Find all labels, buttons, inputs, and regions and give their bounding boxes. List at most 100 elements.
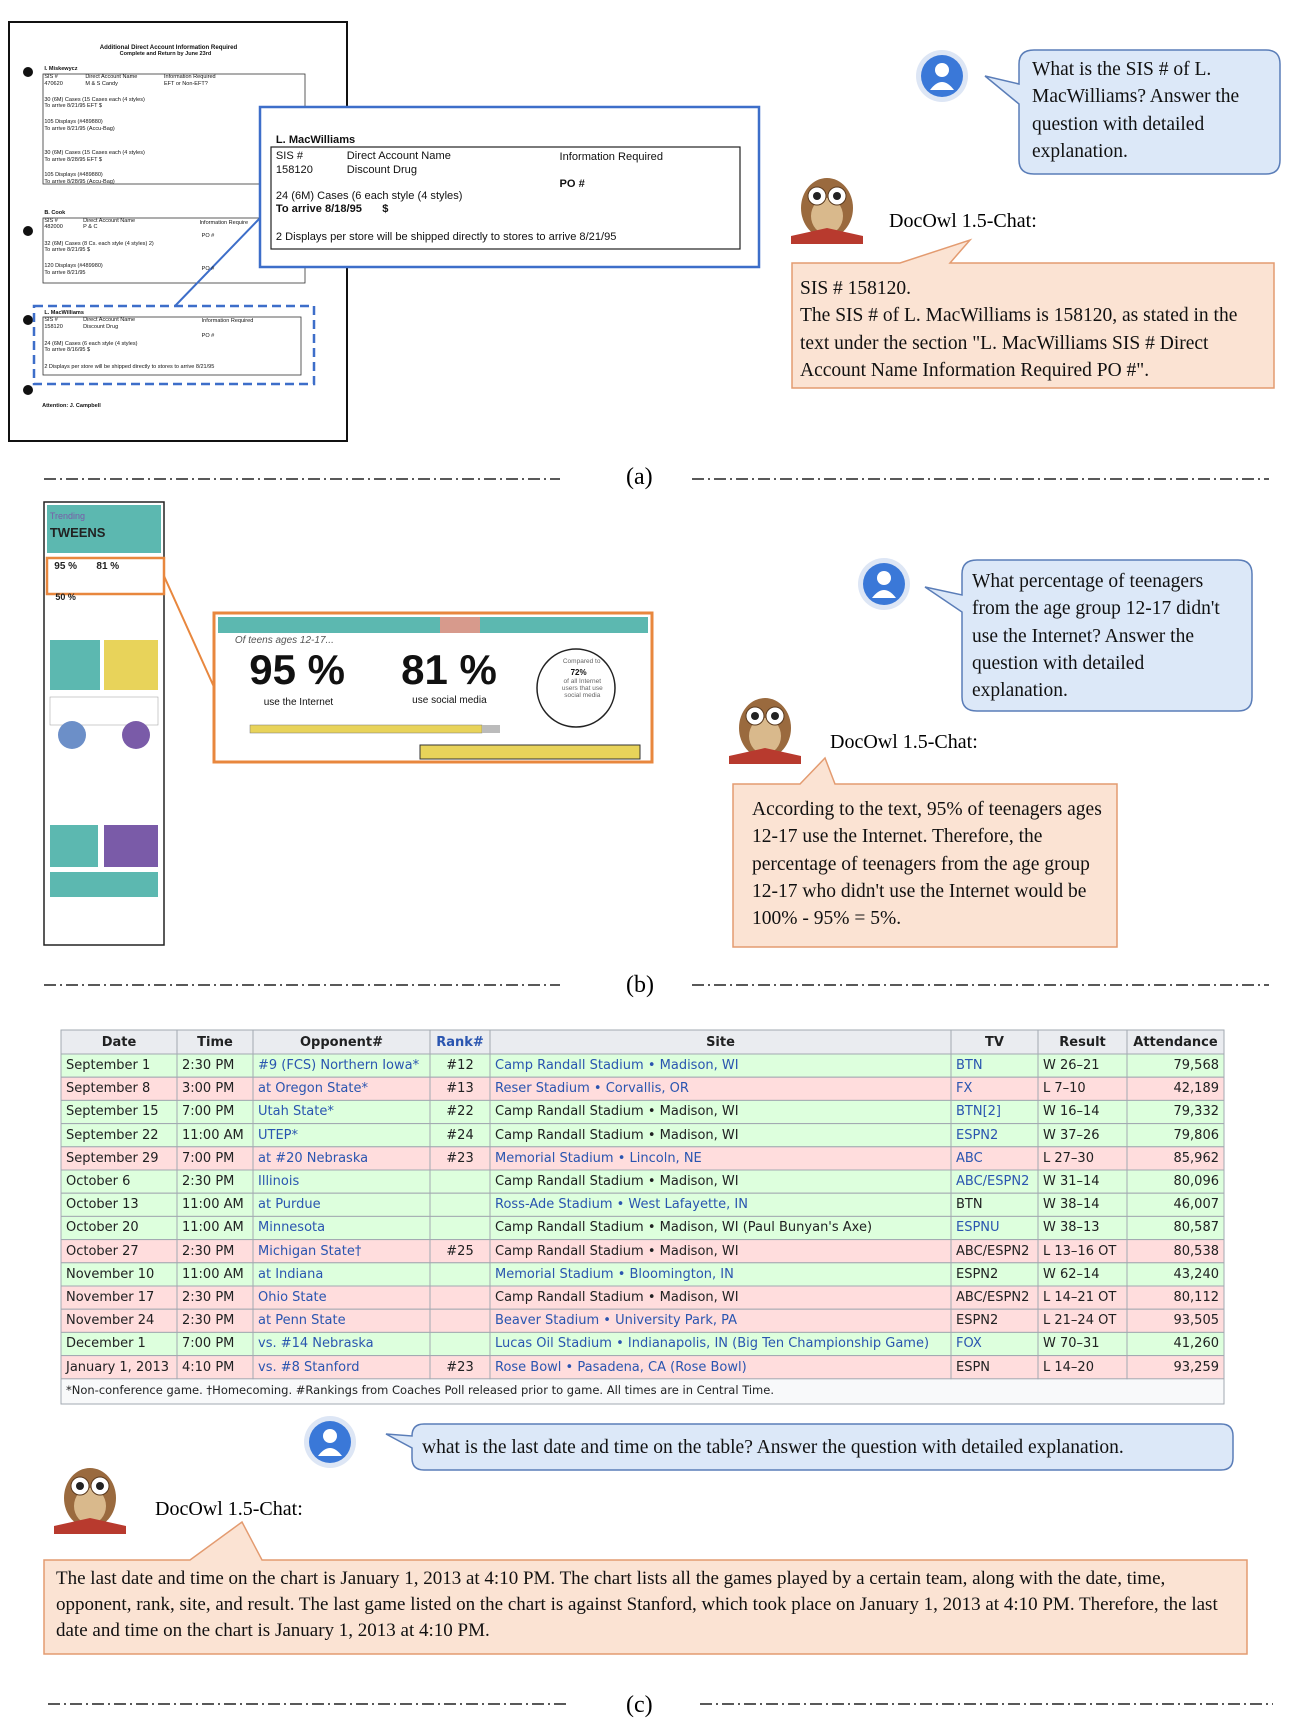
zoom-inner — [270, 146, 741, 250]
cell-text[interactable]: Reser Stadium • Corvallis, OR — [495, 1081, 689, 1097]
zoom-text: SIS # — [275, 150, 303, 163]
cell-text[interactable]: Illinois — [258, 1174, 300, 1189]
cell-text: ESPN — [956, 1359, 991, 1375]
cell-text[interactable]: FX — [956, 1081, 973, 1097]
cell-text[interactable]: vs. #8 Stanford — [258, 1359, 360, 1375]
cell-text: #12 — [446, 1058, 474, 1073]
cell-text[interactable]: BTN — [956, 1058, 983, 1073]
cell-text: L 14–21 OT — [1043, 1290, 1117, 1305]
cell-text: November 17 — [66, 1290, 155, 1305]
bullets — [23, 67, 33, 395]
cell-text: Camp Randall Stadium • Madison, WI — [495, 1104, 739, 1120]
document-text: To arrive 8/16/95 $ — [44, 347, 91, 354]
cell-text[interactable]: Utah State* — [258, 1104, 334, 1120]
cell-text: W 38–14 — [1043, 1197, 1100, 1213]
cell-text: Camp Randall Stadium • Madison, WI (Paul… — [495, 1220, 873, 1236]
cell-text[interactable]: ABC — [956, 1150, 983, 1166]
cell-text: 11:00 AM — [182, 1197, 244, 1213]
cell-text[interactable]: at #20 Nebraska — [258, 1150, 369, 1166]
user-icon — [858, 558, 910, 610]
document-text: 158120 — [44, 323, 63, 330]
document-text: PO # — [201, 266, 215, 273]
cell-text: 79,806 — [1173, 1127, 1220, 1143]
owl-icon — [54, 1468, 126, 1534]
owl-icon — [791, 178, 863, 244]
cell-text: 43,240 — [1173, 1266, 1220, 1282]
cell-text: 80,112 — [1173, 1290, 1220, 1305]
document-text: SIS # — [44, 73, 58, 80]
cell-text[interactable]: Ohio State — [258, 1290, 327, 1305]
zoom-box — [258, 105, 761, 269]
cell-text[interactable]: #9 (FCS) Northern Iowa* — [258, 1058, 420, 1073]
model-label: DocOwl 1.5-Chat: — [889, 210, 1037, 232]
cell-text[interactable]: BTN[2] — [956, 1104, 1001, 1120]
answer-text: The last date and time on the chart is J… — [56, 1568, 1218, 1642]
document-text: EFT or Non-EFT? — [163, 81, 208, 88]
document-text: To arrive 8/28/95 (Accu-Bag) — [44, 178, 115, 185]
cell-text[interactable]: vs. #14 Nebraska — [258, 1336, 374, 1352]
cell-text[interactable]: Lucas Oil Stadium • Indianapolis, IN (Bi… — [495, 1336, 930, 1352]
cell-text[interactable]: at Oregon State* — [258, 1081, 368, 1097]
cell-text: 80,096 — [1173, 1174, 1220, 1189]
cell-text[interactable]: ABC/ESPN2 — [956, 1174, 1030, 1189]
cell-text[interactable]: Ross-Ade Stadium • West Lafayette, IN — [495, 1197, 748, 1213]
cell-text[interactable]: Memorial Stadium • Bloomington, IN — [495, 1266, 734, 1282]
user-icon — [304, 1416, 356, 1468]
panel-caption: (c) — [626, 1692, 653, 1718]
document-text: 30 (6M) Cases (15 Cases each (4 styles) — [44, 96, 145, 103]
header-text: Attendance — [1133, 1035, 1218, 1050]
cell-text[interactable]: ESPNU — [956, 1220, 1000, 1236]
document-text: Information Require — [199, 219, 249, 226]
cell-text: L 14–20 — [1043, 1359, 1094, 1375]
cell-text: 4:10 PM — [182, 1359, 235, 1375]
cell-text[interactable]: Rose Bowl • Pasadena, CA (Rose Bowl) — [495, 1359, 747, 1375]
table-cell — [429, 1308, 491, 1333]
document-text: L. MacWilliams — [44, 309, 84, 316]
cell-text: November 24 — [66, 1313, 155, 1329]
header-text: Opponent# — [299, 1035, 384, 1050]
cell-text: 2:30 PM — [182, 1174, 235, 1189]
cell-text[interactable]: Michigan State† — [258, 1243, 362, 1259]
zoom-text: of all Internet users that use social me… — [561, 678, 603, 700]
cell-text: 7:00 PM — [182, 1150, 235, 1166]
document-text: Direct Account Name — [83, 217, 136, 224]
cell-text: September 1 — [66, 1058, 151, 1073]
document-text: Information Required — [163, 73, 216, 80]
cell-text: #23 — [446, 1150, 474, 1166]
zoom-text: 158120 — [275, 163, 313, 176]
document-text: To arrive 8/21/95 — [44, 269, 86, 276]
zoom-connector — [174, 217, 261, 307]
cell-text[interactable]: FOX — [956, 1336, 982, 1352]
cell-text[interactable]: Beaver Stadium • University Park, PA — [495, 1313, 738, 1329]
user-icon — [916, 50, 968, 102]
cell-text[interactable]: Camp Randall Stadium • Madison, WI — [495, 1058, 739, 1073]
document-text: 105 Displays (#489880) — [44, 118, 103, 125]
cell-text[interactable]: at Indiana — [258, 1266, 324, 1282]
thumb-text: 50 % — [55, 592, 76, 603]
document-text: B. Cook — [44, 209, 66, 216]
header-cell — [176, 1029, 254, 1055]
zoom-text: use the Internet — [263, 697, 334, 709]
cell-text: ABC/ESPN2 — [956, 1243, 1030, 1259]
cell-text[interactable]: Minnesota — [258, 1220, 326, 1236]
table-cell — [429, 1262, 491, 1287]
cell-text[interactable]: Memorial Stadium • Lincoln, NE — [495, 1150, 702, 1166]
cell-text[interactable]: ESPN2 — [956, 1127, 999, 1143]
header-cell — [60, 1029, 178, 1055]
cell-text[interactable]: at Purdue — [258, 1197, 321, 1213]
header-text: Site — [706, 1035, 735, 1050]
document-text: I. Miskewycz — [44, 65, 78, 72]
document-text: Discount Drug — [83, 323, 119, 330]
cell-text: 7:00 PM — [182, 1104, 235, 1120]
document-text: Complete and Return by June 23rd — [119, 51, 212, 58]
cell-text[interactable]: at Penn State — [258, 1313, 346, 1329]
model-label: DocOwl 1.5-Chat: — [830, 731, 978, 753]
zoom-text: use social media — [412, 694, 487, 706]
cell-text: September 8 — [66, 1081, 151, 1097]
cell-text: W 26–21 — [1043, 1058, 1100, 1073]
document-text: 120 Displays (#489980) — [44, 262, 103, 269]
cell-text[interactable]: UTEP* — [258, 1127, 299, 1143]
header-cell — [429, 1029, 491, 1055]
document-text: 32 (6M) Cases (8 Cs. each style (4 style… — [44, 240, 154, 247]
header-text: TV — [985, 1035, 1004, 1050]
